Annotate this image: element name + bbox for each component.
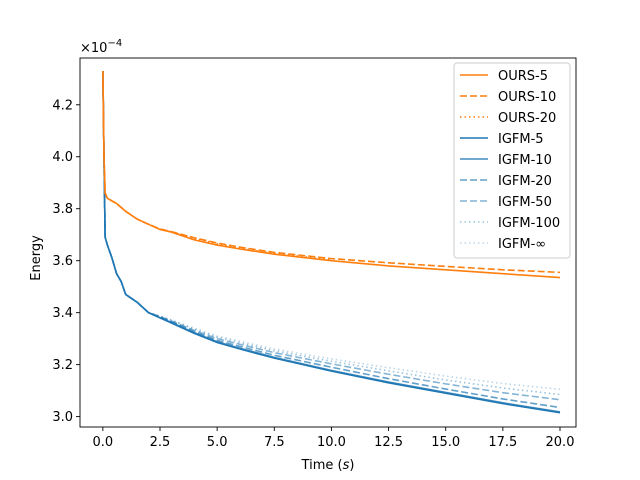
legend: OURS-5 OURS-10 OURS-20 IGFM-5 IGFM-10 IGFM-20… (453, 62, 571, 259)
y-tick-label: 3.8 (52, 202, 73, 217)
y-tick-label: 4.2 (52, 98, 73, 113)
x-axis-label: Time (s) (301, 458, 355, 473)
legend-label-igfm-50: IGFM-50 (498, 195, 552, 210)
x-tick-label: 15.0 (431, 435, 460, 450)
series-line-igfm-20 (102, 70, 561, 409)
y-tick-label: 3.2 (52, 358, 73, 373)
x-tick-label: 10.0 (317, 435, 346, 450)
legend-label-igfm-5: IGFM-5 (498, 132, 544, 147)
series-line-igfm-50 (102, 70, 561, 401)
x-tick-label: 5.0 (207, 435, 228, 450)
legend-label-igfm-inf: IGFM-∞ (498, 237, 546, 252)
legend-label-igfm-10: IGFM-10 (498, 153, 552, 168)
x-tick-label: 7.5 (264, 435, 285, 450)
axes-frame (79, 57, 577, 428)
y-tick-label: 4.0 (52, 150, 73, 165)
legend-label-igfm-100: IGFM-100 (498, 216, 560, 231)
x-tick-label: 20.0 (546, 435, 575, 450)
legend-label-igfm-20: IGFM-20 (498, 174, 552, 189)
legend-label-ours-20: OURS-20 (498, 111, 556, 126)
legend-box (453, 62, 571, 259)
legend-label-ours-10: OURS-10 (498, 90, 556, 105)
x-tick-label: 0.0 (93, 435, 114, 450)
tick-labels: 0.0 2.5 5.0 7.5 10.0 12.5 15.0 17.5 20.0 3.0 3.2 3.… (52, 98, 574, 450)
legend-label-ours-5: OURS-5 (498, 69, 548, 84)
x-tick-label: 2.5 (150, 435, 171, 450)
axes (76, 57, 577, 431)
series-line-igfm-5 (102, 70, 561, 414)
series-line-ours-5 (102, 70, 561, 279)
y-tick-label: 3.0 (52, 410, 73, 425)
plot-area (102, 70, 561, 414)
x-tick-label: 17.5 (488, 435, 517, 450)
y-tick-label: 3.6 (52, 254, 73, 269)
y-tick-label: 3.4 (52, 306, 73, 321)
series-group (102, 70, 561, 414)
x-tick-label: 12.5 (374, 435, 403, 450)
y-axis-label: Energy (29, 235, 44, 281)
